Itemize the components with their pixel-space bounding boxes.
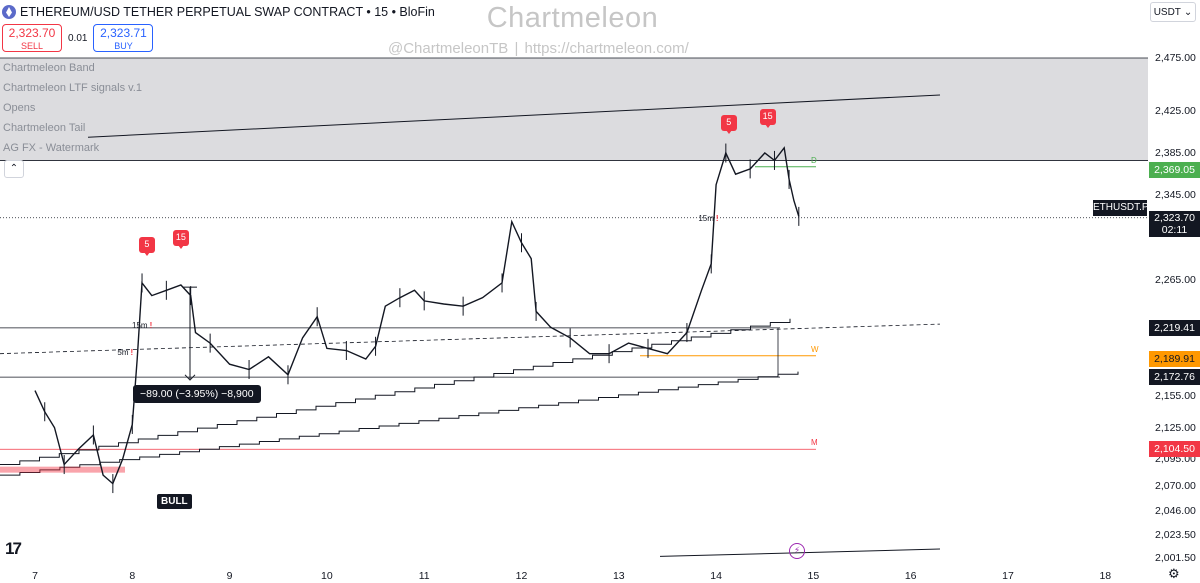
level-letter: D xyxy=(811,155,817,165)
indicator-ltf-signals[interactable]: Chartmeleon LTF signals v.1 xyxy=(3,82,142,94)
date-tick: 13 xyxy=(612,570,625,582)
indicator-legend: Chartmeleon Band Chartmeleon LTF signals… xyxy=(0,58,145,158)
watermark-subtitle: @ChartmeleonTB | https://chartmeleon.com… xyxy=(388,40,689,57)
signal-flag[interactable]: 5 xyxy=(138,236,155,256)
chevron-up-icon: ⌃ xyxy=(9,163,19,174)
gear-icon[interactable]: ⚙ xyxy=(1168,566,1180,581)
symbol-title: ETHEREUM/USD TETHER PERPETUAL SWAP CONTR… xyxy=(20,5,435,19)
current-price-tag: 2,323.70 02:11 xyxy=(1149,210,1200,237)
buy-price: 2,323.71 xyxy=(100,26,147,40)
price-level-tag: 2,369.05 xyxy=(1149,161,1200,178)
ethereum-icon xyxy=(2,5,16,19)
tradingview-logo-icon[interactable]: 17 xyxy=(5,539,22,558)
price-level-tag: 2,104.50 xyxy=(1149,441,1200,458)
lightning-icon[interactable]: ⚡ xyxy=(789,543,805,559)
price-tick: 2,345.00 xyxy=(1155,189,1196,202)
bar-countdown: 02:11 xyxy=(1161,223,1188,236)
signal-flag[interactable]: 15 xyxy=(759,108,776,128)
timeframe-label: 5m xyxy=(117,347,129,357)
price-tick: 2,425.00 xyxy=(1155,104,1196,117)
price-series xyxy=(34,146,800,485)
date-tick: 16 xyxy=(904,570,917,582)
indicator-chartmeleon-band[interactable]: Chartmeleon Band xyxy=(3,62,95,74)
signal-flag[interactable]: 5 xyxy=(720,115,737,135)
date-tick: 15 xyxy=(807,570,820,582)
tail-step-upper xyxy=(0,318,791,466)
symbol-badge: ETHUSDT.P xyxy=(1093,200,1149,216)
date-tick: 18 xyxy=(1099,570,1112,582)
price-tick: 2,125.00 xyxy=(1155,421,1196,434)
buy-label: BUY xyxy=(114,41,133,51)
sell-button[interactable]: 2,323.70 SELL xyxy=(2,24,62,52)
bull-label: BULL xyxy=(157,494,192,509)
collapse-legend-button[interactable]: ⌃ xyxy=(4,160,24,178)
price-tick: 2,265.00 xyxy=(1155,273,1196,286)
buy-button[interactable]: 2,323.71 BUY xyxy=(93,24,154,52)
symbol-header[interactable]: ETHEREUM/USD TETHER PERPETUAL SWAP CONTR… xyxy=(2,3,435,21)
date-tick: 14 xyxy=(710,570,722,582)
signal-flag[interactable]: 15 xyxy=(172,230,189,250)
price-level-tag: 2,189.91 xyxy=(1149,351,1200,368)
price-tick: 2,046.00 xyxy=(1155,505,1196,517)
timeframe-mark: 15m! xyxy=(132,321,152,330)
chevron-down-icon: ⌄ xyxy=(1183,6,1193,18)
date-tick: 7 xyxy=(32,570,38,582)
indicator-chartmeleon-tail[interactable]: Chartmeleon Tail xyxy=(3,122,86,134)
timeframe-flag: ! xyxy=(715,213,719,223)
timeframe-flag: ! xyxy=(130,347,134,357)
price-tick: 2,385.00 xyxy=(1155,147,1196,160)
price-tick: 2,001.50 xyxy=(1155,552,1196,564)
timeframe-label: 15m xyxy=(698,213,714,223)
tail-step-lower xyxy=(0,371,799,476)
dashed-trend-line xyxy=(0,323,941,355)
timeframe-flag: ! xyxy=(149,321,153,331)
measure-label: −89.00 (−3.95%) −8,900 xyxy=(133,385,261,403)
timeframe-mark: 15m! xyxy=(698,214,718,223)
date-tick: 8 xyxy=(129,570,136,582)
watermark-title: Chartmeleon xyxy=(486,2,659,34)
timeframe-label: 15m xyxy=(132,321,148,331)
sell-label: SELL xyxy=(20,41,44,51)
date-tick: 9 xyxy=(226,570,233,582)
price-tick: 2,475.00 xyxy=(1155,52,1196,64)
price-tick: 2,070.00 xyxy=(1155,479,1196,492)
band-zone xyxy=(0,58,1148,161)
price-level-tag: 2,219.41 xyxy=(1149,319,1200,336)
currency-label: USDT xyxy=(1153,6,1181,18)
level-letter: W xyxy=(811,344,819,354)
price-tick: 2,155.00 xyxy=(1155,389,1196,402)
timeframe-mark: 5m! xyxy=(117,348,133,357)
measure-arrowhead xyxy=(184,374,196,381)
date-tick: 17 xyxy=(1002,570,1014,582)
indicator-opens[interactable]: Opens xyxy=(3,102,36,114)
price-tick: 2,023.50 xyxy=(1155,528,1196,541)
indicator-watermark[interactable]: AG FX - Watermark xyxy=(3,142,100,154)
date-tick: 10 xyxy=(321,570,333,582)
tail-red-segment xyxy=(0,466,125,473)
trade-panel: 2,323.70 SELL 0.01 2,323.71 BUY xyxy=(2,24,154,52)
upper-trend-line xyxy=(87,94,941,138)
sell-price: 2,323.70 xyxy=(8,26,56,40)
price-level-tag: 2,172.76 xyxy=(1149,369,1200,386)
current-price: 2,323.70 xyxy=(1154,211,1195,224)
level-letter: M xyxy=(811,438,818,448)
date-tick: 12 xyxy=(515,570,528,582)
currency-selector[interactable]: USDT ⌄ xyxy=(1150,2,1196,22)
date-tick: 11 xyxy=(418,570,430,582)
spread-value: 0.01 xyxy=(68,32,88,44)
